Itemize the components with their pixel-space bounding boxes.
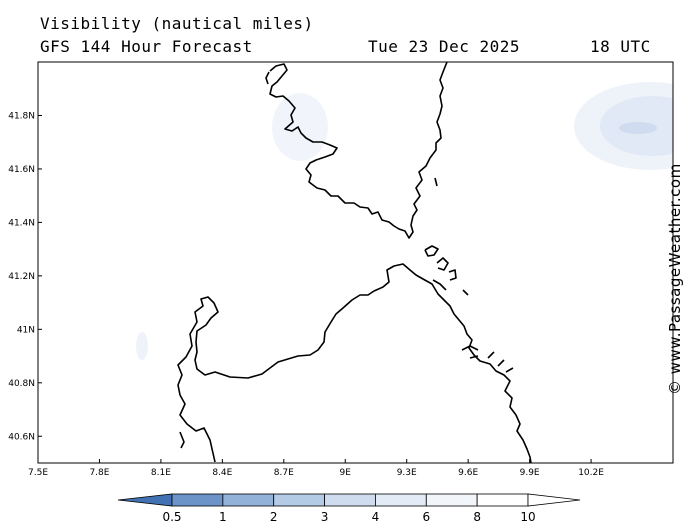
sardinia-islands <box>424 245 469 296</box>
lat-tick-label: 40.8N <box>8 379 35 389</box>
lat-tick-label: 41.2N <box>8 272 35 282</box>
lat-tick-label: 40.6N <box>8 432 35 442</box>
lon-tick-label: 8.7E <box>274 468 294 478</box>
coastline <box>177 62 532 463</box>
colorbar-label: 3 <box>321 510 329 524</box>
map-title: Visibility (nautical miles) <box>40 14 314 33</box>
corsica-cape-islet <box>265 71 270 85</box>
colorbar-segment <box>324 493 376 507</box>
corsica-coastline <box>269 62 448 239</box>
forecast-date: Tue 23 Dec 2025 <box>368 37 520 56</box>
lon-tick-label: 9E <box>340 468 352 478</box>
lon-tick-label: 8.1E <box>151 468 171 478</box>
colorbar-label: 8 <box>473 510 481 524</box>
visibility-area-sardinia-west <box>136 332 148 360</box>
lat-tick-label: 41.6N <box>8 165 35 175</box>
credit-watermark: © www.PassageWeather.com <box>666 163 684 395</box>
colorbar-label: 10 <box>520 510 535 524</box>
lon-tick-label: 9.6E <box>458 468 478 478</box>
latitude-axis: 41.8N 41.6N 41.4N 41.2N 41N 40.8N 40.6N <box>8 111 42 442</box>
visibility-shading <box>136 82 673 360</box>
colorbar-segment <box>375 493 427 507</box>
lon-tick-label: 9.3E <box>397 468 417 478</box>
lon-tick-label: 7.5E <box>28 468 48 478</box>
sardinia-southwest-islet <box>179 431 185 449</box>
forecast-time: 18 UTC <box>590 37 651 56</box>
lon-tick-label: 9.9E <box>520 468 540 478</box>
colorbar-label: 6 <box>422 510 430 524</box>
colorbar-segment <box>222 493 275 507</box>
lat-tick-label: 41.8N <box>8 111 35 121</box>
colorbar-label: 4 <box>372 510 380 524</box>
corsica-islet <box>434 177 438 187</box>
colorbar-label: 2 <box>270 510 278 524</box>
longitude-axis: 7.5E 7.8E 8.1E 8.4E 8.7E 9E 9.3E 9.6E 9.9E 10.2E <box>28 459 604 478</box>
sardinia-coastline <box>177 263 532 463</box>
lon-tick-label: 10.2E <box>578 468 604 478</box>
colorbar-label: 1 <box>219 510 227 524</box>
colorbar-low-extend <box>117 493 173 507</box>
lat-tick-label: 41N <box>17 325 35 335</box>
visibility-colorbar: 0.5 1 2 3 4 6 8 10 <box>117 493 581 524</box>
map-frame <box>37 61 674 464</box>
lat-tick-label: 41.4N <box>8 218 35 228</box>
lon-tick-label: 8.4E <box>212 468 232 478</box>
colorbar-segment <box>476 493 529 507</box>
colorbar-segment <box>425 493 478 507</box>
colorbar-high-extend <box>527 493 581 507</box>
lon-tick-label: 7.8E <box>89 468 109 478</box>
visibility-area-east-offshore-core <box>619 122 657 134</box>
colorbar-segment <box>171 493 224 507</box>
colorbar-label: 0.5 <box>162 510 181 524</box>
visibility-area-corsica-southwest <box>272 93 328 161</box>
colorbar-segment <box>273 493 325 507</box>
forecast-model-label: GFS 144 Hour Forecast <box>40 37 253 56</box>
sardinia-northeast-islands <box>461 345 514 373</box>
